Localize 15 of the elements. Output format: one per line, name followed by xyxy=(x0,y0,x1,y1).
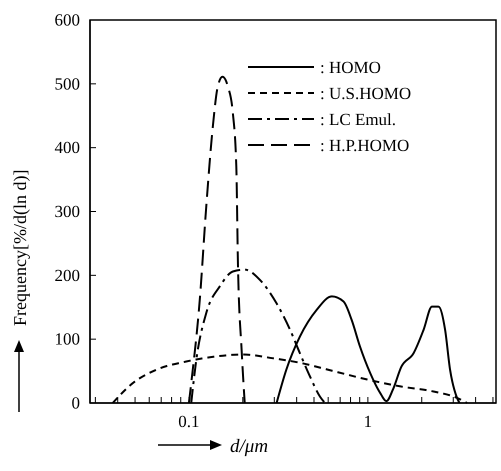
y-tick-label: 100 xyxy=(54,330,80,349)
y-tick-label: 300 xyxy=(54,202,80,221)
y-tick-label: 500 xyxy=(54,74,80,94)
legend-label: : H.P.HOMO xyxy=(320,136,410,155)
legend-label: : HOMO xyxy=(320,58,381,77)
y-axis-title: Frequency[%/d(ln d)] xyxy=(10,170,30,326)
y-tick-label: 0 xyxy=(72,393,80,412)
x-tick-label: 0.1 xyxy=(178,412,200,432)
y-tick-label: 600 xyxy=(54,10,80,30)
y-tick-label: 200 xyxy=(54,266,80,285)
y-tick-label: 400 xyxy=(54,138,80,158)
legend-label: : LC Emul. xyxy=(320,110,396,129)
legend-label: : U.S.HOMO xyxy=(320,84,412,103)
x-tick-label: 1 xyxy=(364,412,372,432)
x-axis-title: d/μm xyxy=(230,436,268,457)
